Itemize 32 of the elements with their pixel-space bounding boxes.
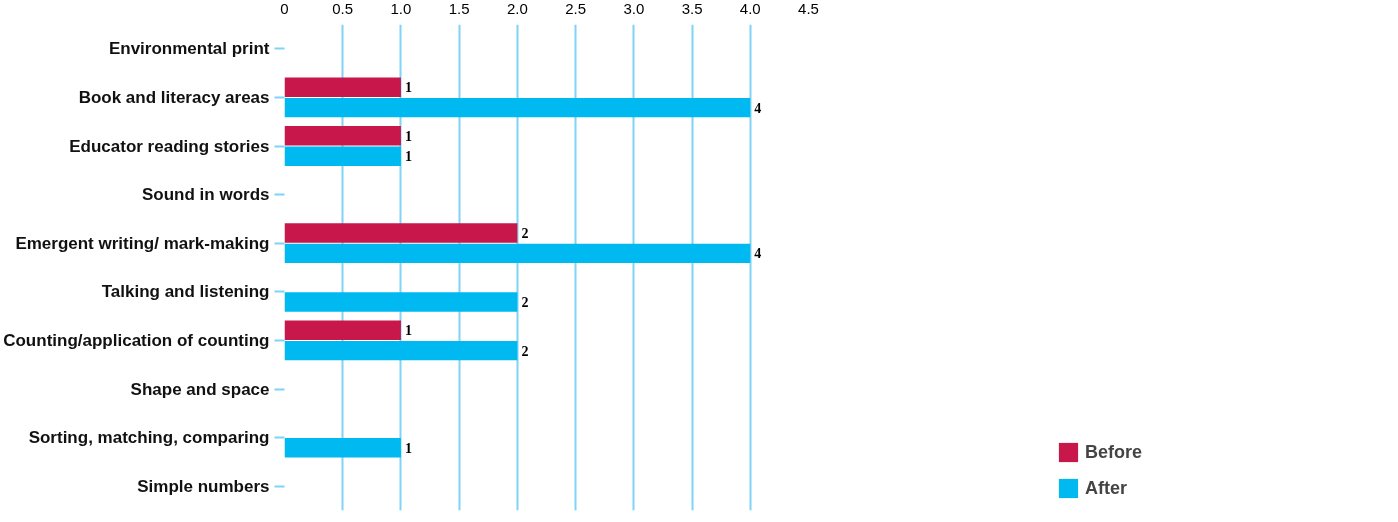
x-tick-label: 1.0 bbox=[390, 0, 412, 17]
y-tick-label: Book and literacy areas bbox=[78, 87, 270, 107]
data-label: 1 bbox=[404, 80, 412, 96]
x-tick-label: 0 bbox=[280, 0, 289, 17]
x-tick-label: 4.0 bbox=[739, 0, 761, 17]
y-tick-label: Sound in words bbox=[142, 185, 270, 205]
x-tick-label: 2.5 bbox=[565, 0, 587, 17]
x-tick-label: 0.5 bbox=[332, 0, 354, 17]
y-tick-label: Shape and space bbox=[130, 379, 270, 399]
y-tick-label: Sorting, matching, comparing bbox=[28, 428, 270, 448]
x-tick-label: 1.5 bbox=[448, 0, 470, 17]
data-label: 2 bbox=[521, 343, 529, 359]
x-tick-label: 2.0 bbox=[506, 0, 528, 17]
x-tick-label: 3.0 bbox=[623, 0, 645, 17]
x-tick-label: 4.5 bbox=[798, 0, 819, 17]
legend-label: Before bbox=[1084, 441, 1143, 463]
data-label: 4 bbox=[754, 246, 762, 262]
y-tick-label: Emergent writing/ mark-making bbox=[15, 233, 270, 253]
data-label: 1 bbox=[404, 128, 412, 144]
y-tick-label: Talking and listening bbox=[101, 282, 270, 302]
y-tick-label: Educator reading stories bbox=[69, 136, 270, 156]
y-tick-label: Environmental print bbox=[108, 39, 270, 59]
data-label: 1 bbox=[404, 323, 412, 339]
data-label: 2 bbox=[521, 295, 529, 311]
y-tick-label: Simple numbers bbox=[137, 476, 270, 496]
data-label: 2 bbox=[521, 225, 529, 241]
legend-label: After bbox=[1084, 477, 1128, 499]
data-label: 1 bbox=[404, 440, 412, 456]
data-label: 1 bbox=[404, 149, 412, 165]
data-label: 4 bbox=[754, 100, 762, 116]
y-tick-label: Counting/application of counting bbox=[3, 330, 270, 350]
x-tick-label: 3.5 bbox=[681, 0, 703, 17]
